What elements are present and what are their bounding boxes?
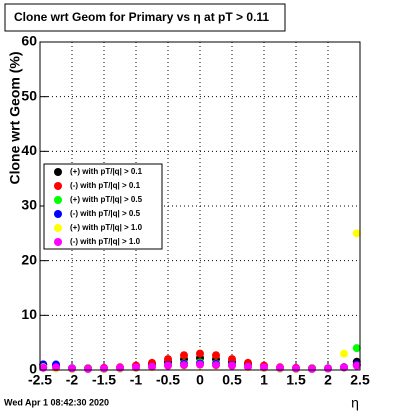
y-tick-label: 10 (21, 306, 37, 322)
x-tick-label: -2 (66, 372, 79, 388)
title-box (4, 3, 286, 32)
data-point (164, 361, 172, 370)
data-point (116, 363, 124, 372)
legend: (+) with pT/|q| > 0.1 (-) with pT/|q| > 0… (43, 163, 163, 250)
legend-marker (54, 238, 62, 246)
data-point (276, 363, 284, 372)
x-tick-label: -1 (130, 372, 143, 388)
data-point (260, 363, 268, 372)
chart-title: Clone wrt Geom for Primary vs η at pT > … (14, 10, 269, 24)
x-tick-label: 0 (196, 372, 204, 388)
data-point (212, 361, 220, 370)
data-point (352, 361, 361, 370)
y-tick-label: 40 (21, 142, 37, 158)
x-axis-label: η (351, 395, 359, 411)
data-point (308, 364, 316, 373)
y-tick-label: 60 (21, 33, 37, 49)
legend-marker (54, 168, 62, 176)
x-tick-label: 0.5 (222, 372, 242, 388)
legend-label: (-) with pT/|q| > 0.5 (70, 209, 141, 218)
data-point (196, 349, 204, 358)
x-tick-label: -1.5 (92, 372, 116, 388)
legend-label: (-) with pT/|q| > 0.1 (70, 181, 141, 190)
data-point (148, 362, 156, 371)
plot-frame (39, 41, 361, 371)
data-point (180, 361, 188, 370)
legend-label: (+) with pT/|q| > 0.5 (70, 195, 143, 204)
y-tick-label: 50 (21, 87, 37, 103)
data-point (352, 344, 361, 353)
legend-marker (54, 182, 62, 190)
data-point (340, 363, 348, 372)
x-tick-label: -2.5 (28, 372, 52, 388)
data-point (132, 363, 140, 372)
data-point (52, 363, 60, 372)
legend-box (43, 163, 163, 250)
legend-label: (-) with pT/|q| > 1.0 (70, 237, 141, 246)
x-tick-label: 2.5 (350, 372, 370, 388)
data-point (228, 355, 236, 364)
data-point (340, 349, 348, 358)
footer-date: Wed Apr 1 08:42:30 2020 (4, 397, 109, 407)
y-tick-label: 20 (21, 251, 37, 267)
data-point (164, 355, 172, 364)
x-tick-label: 2 (324, 372, 332, 388)
y-tick-label: 30 (21, 197, 37, 213)
data-point (352, 229, 361, 238)
y-axis-label: Clone wrt Geom (%) (7, 51, 23, 184)
data-point (212, 351, 220, 360)
y-tick-label: 0 (29, 361, 37, 377)
data-point (228, 361, 236, 370)
data-point (196, 360, 204, 369)
legend-label: (+) with pT/|q| > 1.0 (70, 223, 143, 232)
legend-marker (54, 224, 62, 232)
x-tick-label: 1.5 (286, 372, 306, 388)
data-point (244, 362, 252, 371)
legend-marker (54, 196, 62, 204)
x-tick-label: 1 (260, 372, 268, 388)
legend-marker (54, 210, 62, 218)
data-point (180, 351, 188, 360)
data-point (84, 364, 92, 373)
legend-label: (+) with pT/|q| > 0.1 (70, 167, 143, 176)
x-tick-label: -0.5 (156, 372, 180, 388)
